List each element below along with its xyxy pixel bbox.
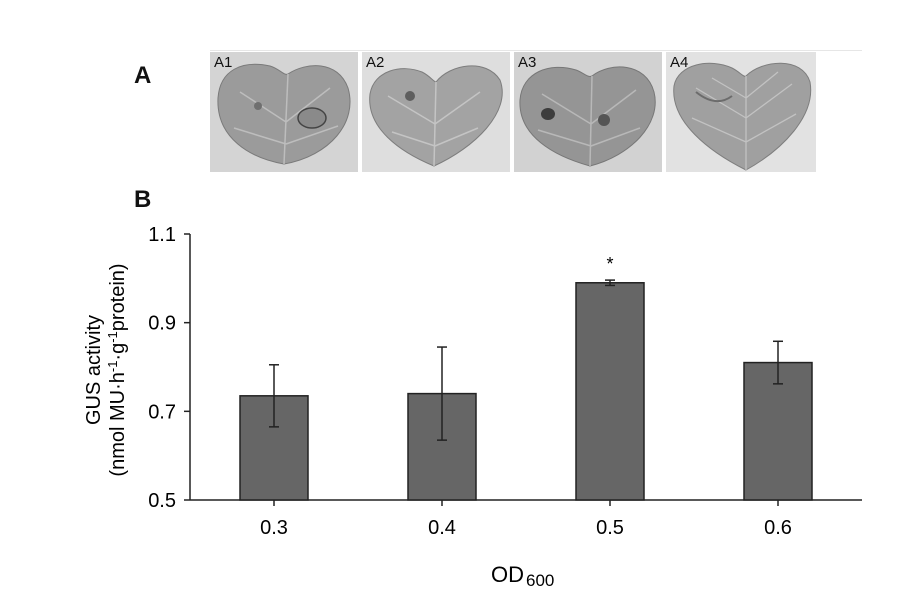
plot-area: 0.5 0.7 0.9 1.1 0.3 0.4 0.5 * 0.6 — [148, 224, 862, 539]
panel-label-a: A — [134, 62, 152, 89]
leaf-photo-a4: A4 — [666, 52, 816, 172]
y-tick-label: 1.1 — [148, 224, 176, 246]
leaf-a3-image — [514, 52, 662, 172]
bar — [743, 361, 813, 501]
photo-label-a1: A1 — [214, 54, 233, 71]
y-axis-label-sup1: -1 — [105, 361, 120, 373]
significance-marker: * — [606, 254, 613, 274]
photo-label-a3: A3 — [518, 54, 537, 71]
x-tick-label: 0.3 — [260, 517, 288, 539]
x-axis-label: OD — [491, 562, 524, 587]
y-tick-label: 0.9 — [148, 313, 176, 335]
photo-label-a4: A4 — [670, 54, 689, 71]
leaf-a4-image — [666, 52, 816, 172]
y-axis-label-part1: (nmol MU·h — [107, 372, 129, 476]
y-axis-label-line1: GUS activity — [83, 315, 105, 425]
y-axis-label-part2: ·g — [107, 343, 129, 361]
leaf-photo-a3: A3 — [514, 52, 662, 172]
top-divider — [210, 50, 862, 51]
leaf-a1-image — [210, 52, 358, 172]
x-axis-label-subscript: 600 — [526, 571, 554, 590]
leaf-a2-image — [362, 52, 510, 172]
leaf-photo-a1: A1 — [210, 52, 358, 172]
x-tick-label: 0.4 — [428, 517, 456, 539]
panel-label-b: B — [134, 186, 152, 213]
photo-label-a2: A2 — [366, 54, 385, 71]
x-tick-label: 0.6 — [764, 517, 792, 539]
y-axis-label-line2: (nmol MU·h-1·g-1protein) — [105, 263, 130, 476]
y-axis-label-sup2: -1 — [105, 331, 120, 343]
bar — [575, 282, 645, 501]
y-tick-label: 0.5 — [148, 490, 176, 512]
x-tick-label: 0.5 — [596, 517, 624, 539]
y-axis-label-part3: protein) — [107, 263, 129, 331]
leaf-photo-a2: A2 — [362, 52, 510, 172]
y-tick-label: 0.7 — [148, 401, 176, 423]
